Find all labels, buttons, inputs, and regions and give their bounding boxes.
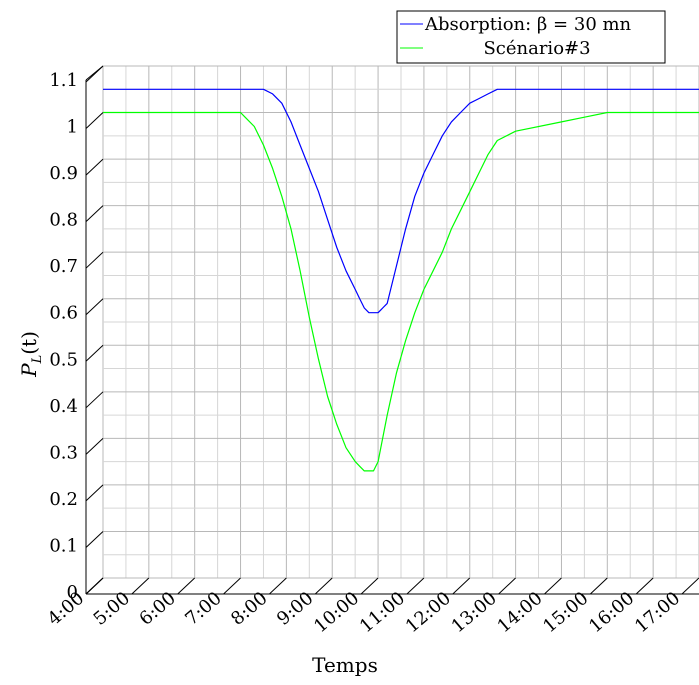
- y-tick-label: 0.8: [49, 210, 78, 231]
- x-tick-mark: [681, 577, 699, 595]
- grid: [102, 65, 699, 579]
- x-tick-label: 10:00: [310, 588, 363, 637]
- x-tick-label: 15:00: [539, 588, 592, 637]
- x-tick-mark: [177, 577, 196, 595]
- y-tick-label: 0.7: [49, 256, 78, 277]
- x-tick-label: 12:00: [402, 588, 455, 637]
- x-tick-mark: [314, 577, 333, 595]
- x-tick-label: 14:00: [493, 588, 546, 637]
- y-tick-label: 0.1: [49, 535, 78, 556]
- y-tick-mark: [85, 391, 104, 409]
- x-tick-mark: [406, 577, 425, 595]
- x-tick-mark: [269, 577, 287, 595]
- y-tick-label: 0.3: [49, 442, 78, 463]
- series-line-2: [103, 111, 699, 472]
- y-tick-mark: [85, 344, 104, 362]
- y-axis: 0 0.1 0.2 0.3 0.4 0.5 0.6 0.7 0.8 0.9 1 1.1: [49, 65, 104, 603]
- series-layer: [103, 88, 699, 472]
- x-tick-label: 16:00: [585, 588, 638, 637]
- legend-label-absorption: Absorption: β = 30 mn: [424, 14, 632, 35]
- x-tick-label: 4:00: [44, 588, 88, 630]
- y-tick-mark: [85, 205, 104, 223]
- y-tick-label: 1: [67, 117, 78, 138]
- x-tick-mark: [589, 577, 608, 595]
- y-tick-label: 1.1: [49, 70, 78, 91]
- x-tick-mark: [452, 577, 471, 595]
- x-tick-label: 17:00: [631, 588, 684, 637]
- y-tick-mark: [85, 251, 104, 269]
- legend: Absorption: β = 30 mn Scénario#3: [396, 10, 666, 64]
- x-tick-mark: [498, 577, 516, 595]
- legend-box: [396, 10, 666, 64]
- y-tick-label: 0: [67, 582, 78, 603]
- x-axis: 4:00 5:00 6:00 7:00 8:00 9:0010:0011:0012:001…: [44, 577, 699, 637]
- y-tick-label: 0.9: [49, 163, 78, 184]
- y-tick-mark: [85, 484, 104, 502]
- legend-label-scenario3: Scénario#3: [483, 38, 590, 59]
- x-tick-mark: [131, 577, 150, 595]
- x-tick-mark: [85, 577, 104, 595]
- x-tick-mark: [635, 577, 654, 595]
- y-tick-mark: [85, 298, 104, 316]
- x-tick-mark: [544, 577, 562, 595]
- y-tick-mark: [85, 65, 104, 83]
- y-tick-mark: [85, 531, 104, 548]
- y-tick-label: 0.4: [49, 396, 78, 417]
- y-tick-mark: [85, 437, 104, 455]
- x-tick-label: 11:00: [356, 588, 409, 637]
- x-tick-label: 13:00: [448, 588, 501, 637]
- x-axis-title: Temps: [312, 653, 378, 677]
- x-tick-mark: [223, 577, 241, 595]
- y-tick-mark: [85, 112, 104, 129]
- y-axis-title: PL(t): [17, 331, 45, 378]
- y-tick-label: 0.2: [49, 489, 78, 510]
- y-tick-mark: [85, 158, 104, 176]
- y-tick-label: 0.5: [49, 349, 78, 370]
- x-tick-mark: [360, 577, 379, 595]
- series-line-1: [103, 88, 699, 314]
- y-tick-label: 0.6: [49, 303, 78, 324]
